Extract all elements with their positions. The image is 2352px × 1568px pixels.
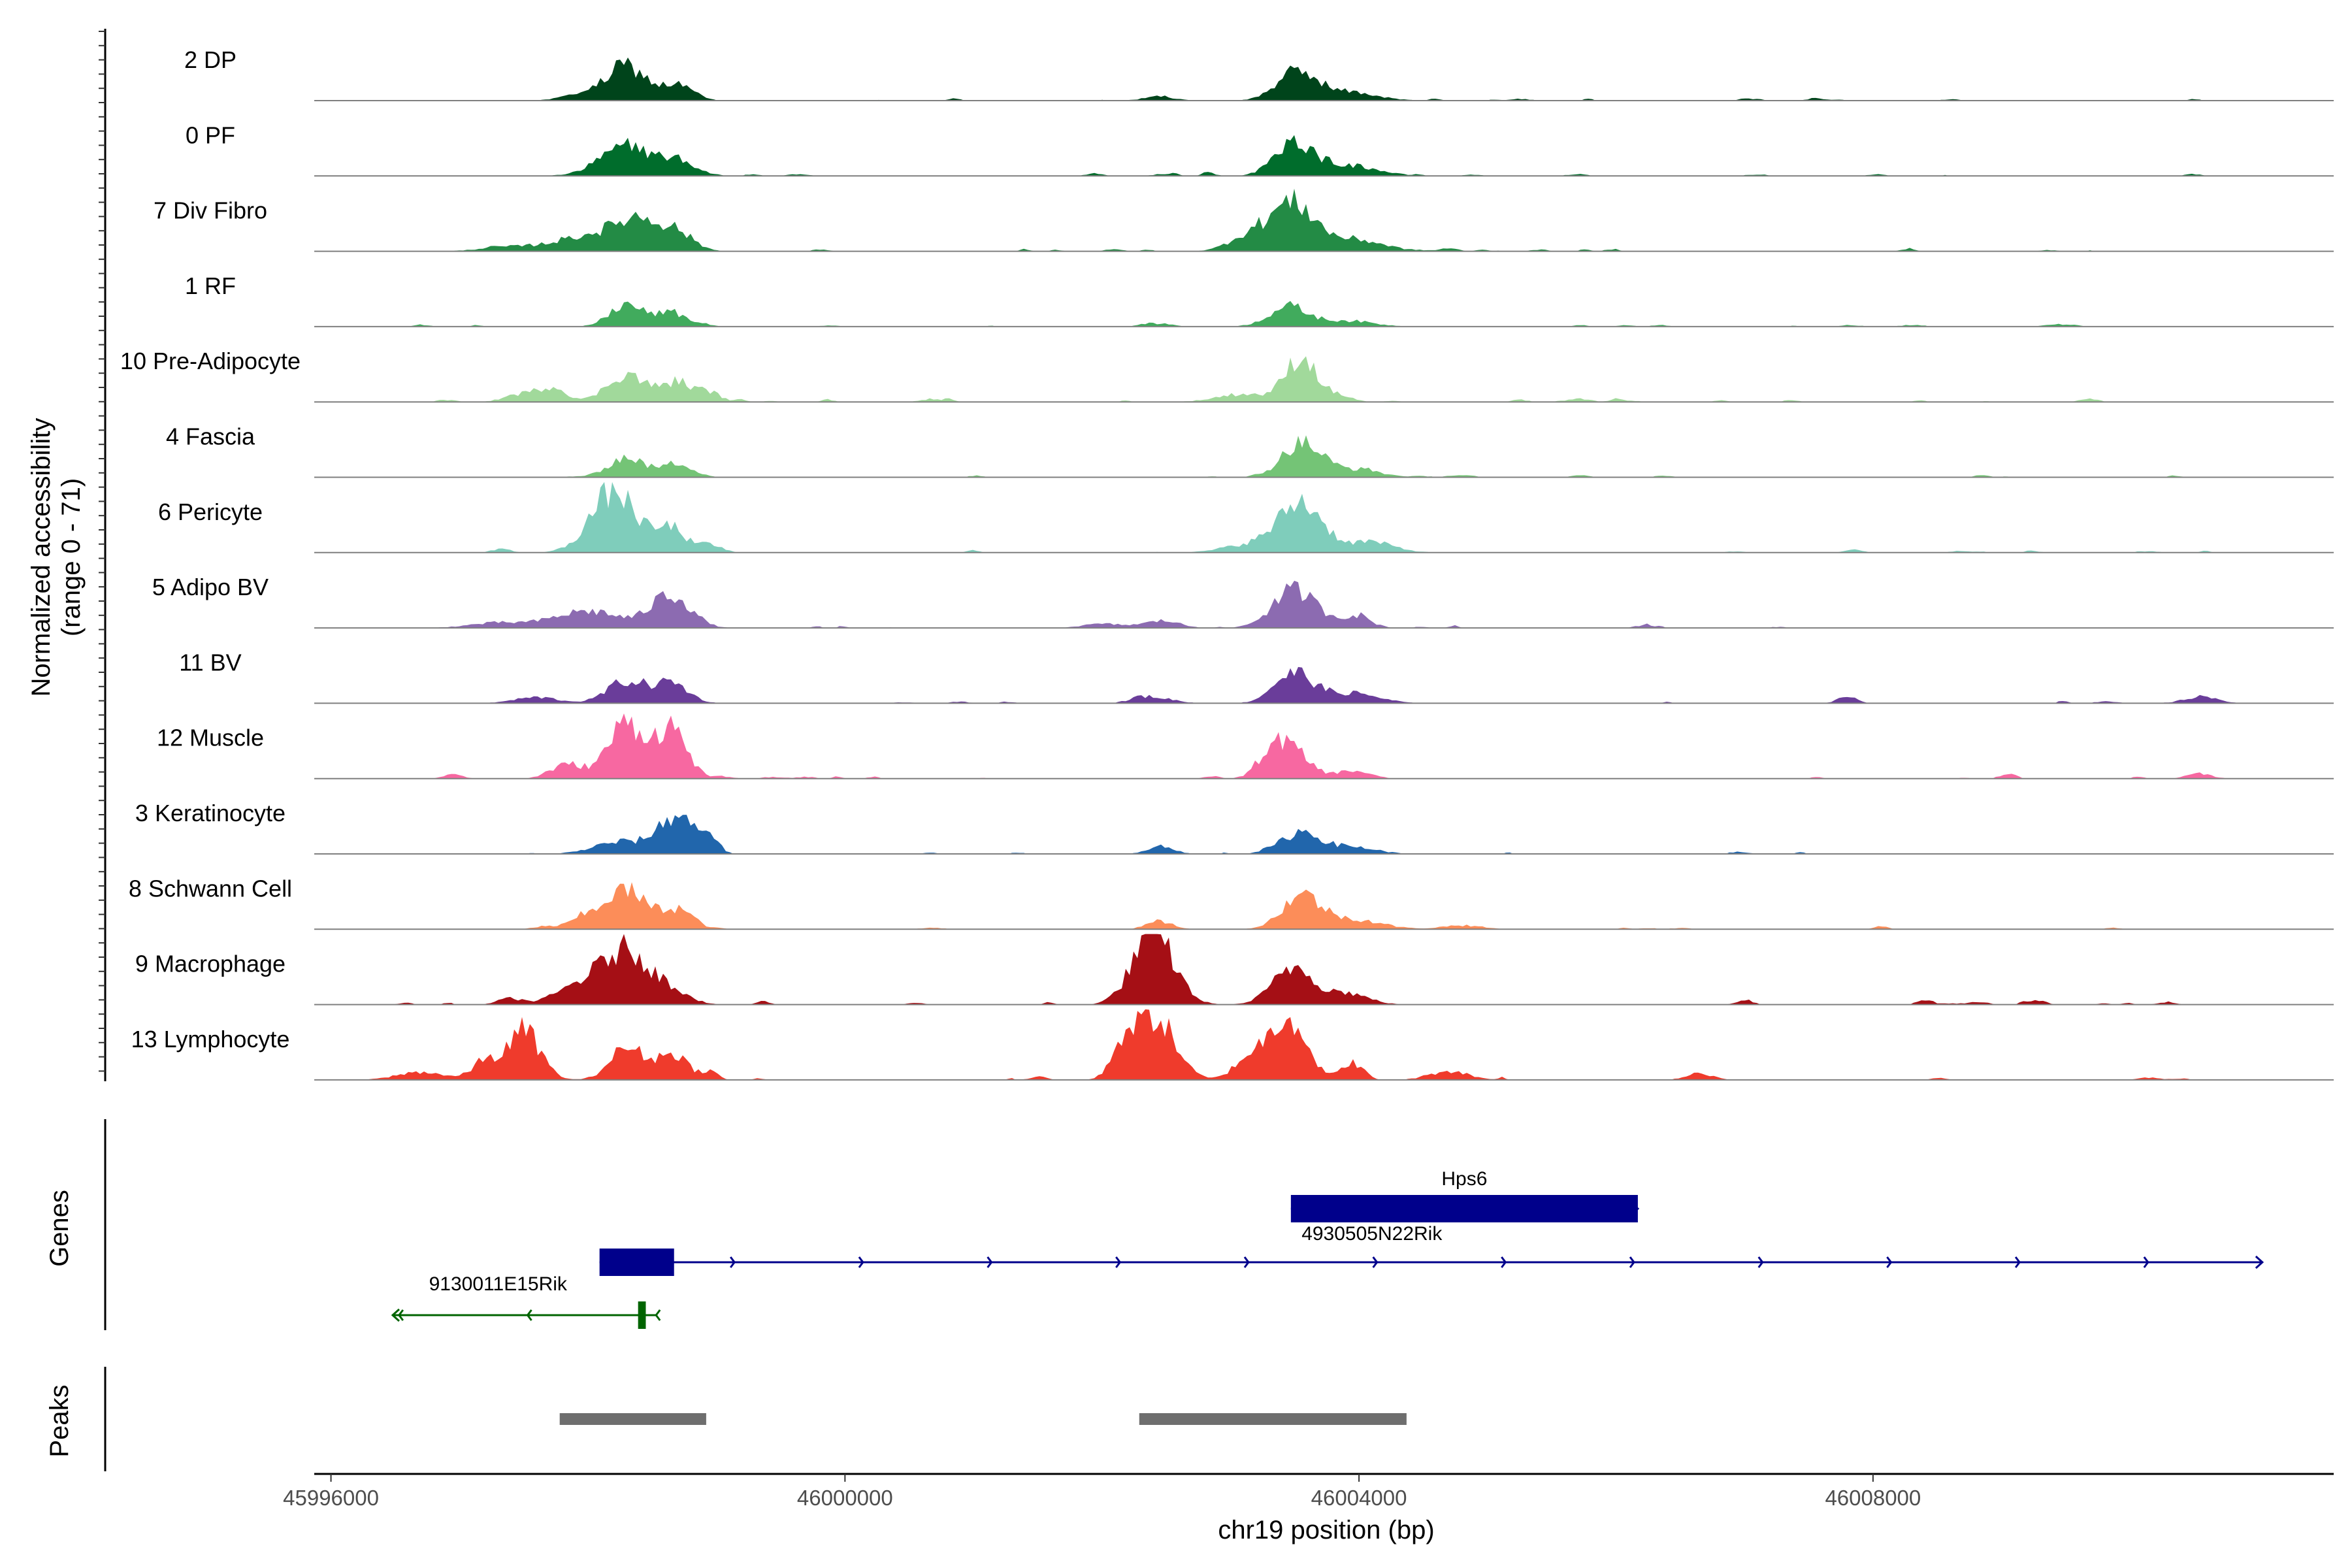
track-label: 8 Schwann Cell [129, 875, 292, 902]
gene-4930505N22Rik: 4930505N22Rik [599, 1223, 2264, 1276]
coverage-tracks: 2 DP 0 PF 7 Div Fibro 1 RF 10 Pre-Adipocyte 4… [120, 46, 2334, 1081]
coverage-area [314, 882, 2334, 930]
exon [1290, 1195, 1638, 1222]
track-label: 13 Lymphocyte [131, 1026, 290, 1053]
track-label: 1 RF [185, 272, 236, 299]
strand-arrow [397, 1309, 404, 1321]
coverage-area [314, 356, 2334, 402]
track-2: 0 PF [186, 122, 2334, 177]
gene-label: 9130011E15Rik [429, 1273, 568, 1295]
track-label: 2 DP [184, 46, 237, 73]
strand-arrow [2255, 1255, 2264, 1269]
track-4: 1 RF [185, 272, 2334, 327]
exon [638, 1301, 646, 1329]
strand-arrow [1372, 1256, 1379, 1268]
coverage-area [314, 1009, 2334, 1080]
strand-arrow [987, 1256, 993, 1268]
x-axis-title: chr19 position (bp) [1218, 1516, 1434, 1544]
peak-bar [559, 1413, 706, 1425]
coverage-area [314, 666, 2334, 704]
y-axis-title: Normalized accessibility [27, 418, 56, 697]
strand-arrow [1757, 1256, 1764, 1268]
track-label: 4 Fascia [166, 423, 255, 450]
coverage-area [314, 815, 2334, 854]
track-label: 11 BV [179, 649, 241, 676]
coverage-area [314, 482, 2334, 553]
coverage-area [314, 135, 2334, 176]
track-label: 3 Keratinocyte [135, 800, 286, 826]
peaks-panel [104, 1367, 1407, 1471]
x-tick-label: 46004000 [1311, 1486, 1407, 1510]
track-label: 10 Pre-Adipocyte [120, 348, 301, 374]
strand-arrow [2143, 1256, 2149, 1268]
track-14: 13 Lymphocyte [131, 1009, 2334, 1081]
track-8: 5 Adipo BV [152, 574, 2334, 629]
track-11: 3 Keratinocyte [135, 800, 2334, 855]
gene-Hps6: Hps6 [1290, 1168, 1640, 1222]
track-label: 0 PF [186, 122, 235, 148]
y-axis-range-label: (range 0 - 71) [57, 478, 86, 636]
track-label: 6 Pericyte [158, 498, 263, 525]
strand-arrow [391, 1308, 400, 1322]
peaks-panel-label: Peaks [45, 1384, 74, 1457]
coverage-area [314, 301, 2334, 327]
track-10: 12 Muscle [157, 713, 2334, 779]
x-tick-label: 45996000 [283, 1486, 379, 1510]
strand-arrow [1629, 1256, 1635, 1268]
track-12: 8 Schwann Cell [129, 875, 2334, 930]
peak-bar [1139, 1413, 1407, 1425]
strand-arrow [729, 1256, 736, 1268]
coverage-area [314, 713, 2334, 779]
coverage-area [314, 934, 2334, 1005]
genes-panel-label: Genes [45, 1190, 74, 1267]
track-label: 12 Muscle [157, 725, 264, 751]
strand-arrow [1886, 1256, 1893, 1268]
strand-arrow [1115, 1256, 1122, 1268]
strand-arrow [2014, 1256, 2021, 1268]
track-label: 7 Div Fibro [154, 197, 267, 224]
x-tick-label: 46008000 [1825, 1486, 1921, 1510]
coverage-area [314, 580, 2334, 629]
strand-arrow [526, 1309, 532, 1321]
track-7: 6 Pericyte [158, 482, 2334, 553]
x-axis: 45996000 46000000 46004000 46008000 [283, 1473, 2334, 1510]
strand-arrow [858, 1256, 864, 1268]
track-label: 9 Macrophage [135, 951, 286, 977]
y-axis [99, 29, 106, 1081]
coverage-area [314, 435, 2334, 478]
strand-arrow [1243, 1256, 1250, 1268]
track-1: 2 DP [184, 46, 2334, 101]
genes-panel: Hps6 4930505N22Rik 9130011E15Rik [104, 1119, 2264, 1330]
gene-9130011E15Rik: 9130011E15Rik [391, 1273, 661, 1329]
strand-arrow [1501, 1256, 1507, 1268]
coverage-area [314, 57, 2334, 101]
exon [599, 1249, 674, 1276]
track-label: 5 Adipo BV [152, 574, 269, 600]
track-13: 9 Macrophage [135, 934, 2334, 1005]
x-tick-label: 46000000 [797, 1486, 893, 1510]
strand-arrow [655, 1309, 661, 1321]
gene-label: 4930505N22Rik [1301, 1223, 1443, 1245]
track-3: 7 Div Fibro [154, 188, 2334, 252]
track-6: 4 Fascia [166, 423, 2334, 478]
coverage-area [314, 188, 2334, 252]
track-9: 11 BV [179, 649, 2334, 704]
gene-label: Hps6 [1441, 1168, 1487, 1190]
track-5: 10 Pre-Adipocyte [120, 348, 2334, 403]
